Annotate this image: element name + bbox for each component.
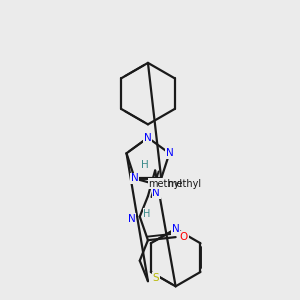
Text: O: O (180, 232, 188, 242)
Text: N: N (131, 173, 139, 184)
Text: N: N (144, 133, 152, 143)
Text: methyl: methyl (148, 178, 182, 189)
Text: N: N (128, 214, 135, 224)
Text: N: N (172, 224, 179, 234)
Text: methyl: methyl (167, 178, 202, 189)
Text: S: S (153, 273, 160, 283)
Text: H: H (141, 160, 149, 170)
Text: N: N (152, 188, 160, 198)
Text: H: H (143, 208, 151, 218)
Text: N: N (166, 148, 173, 158)
